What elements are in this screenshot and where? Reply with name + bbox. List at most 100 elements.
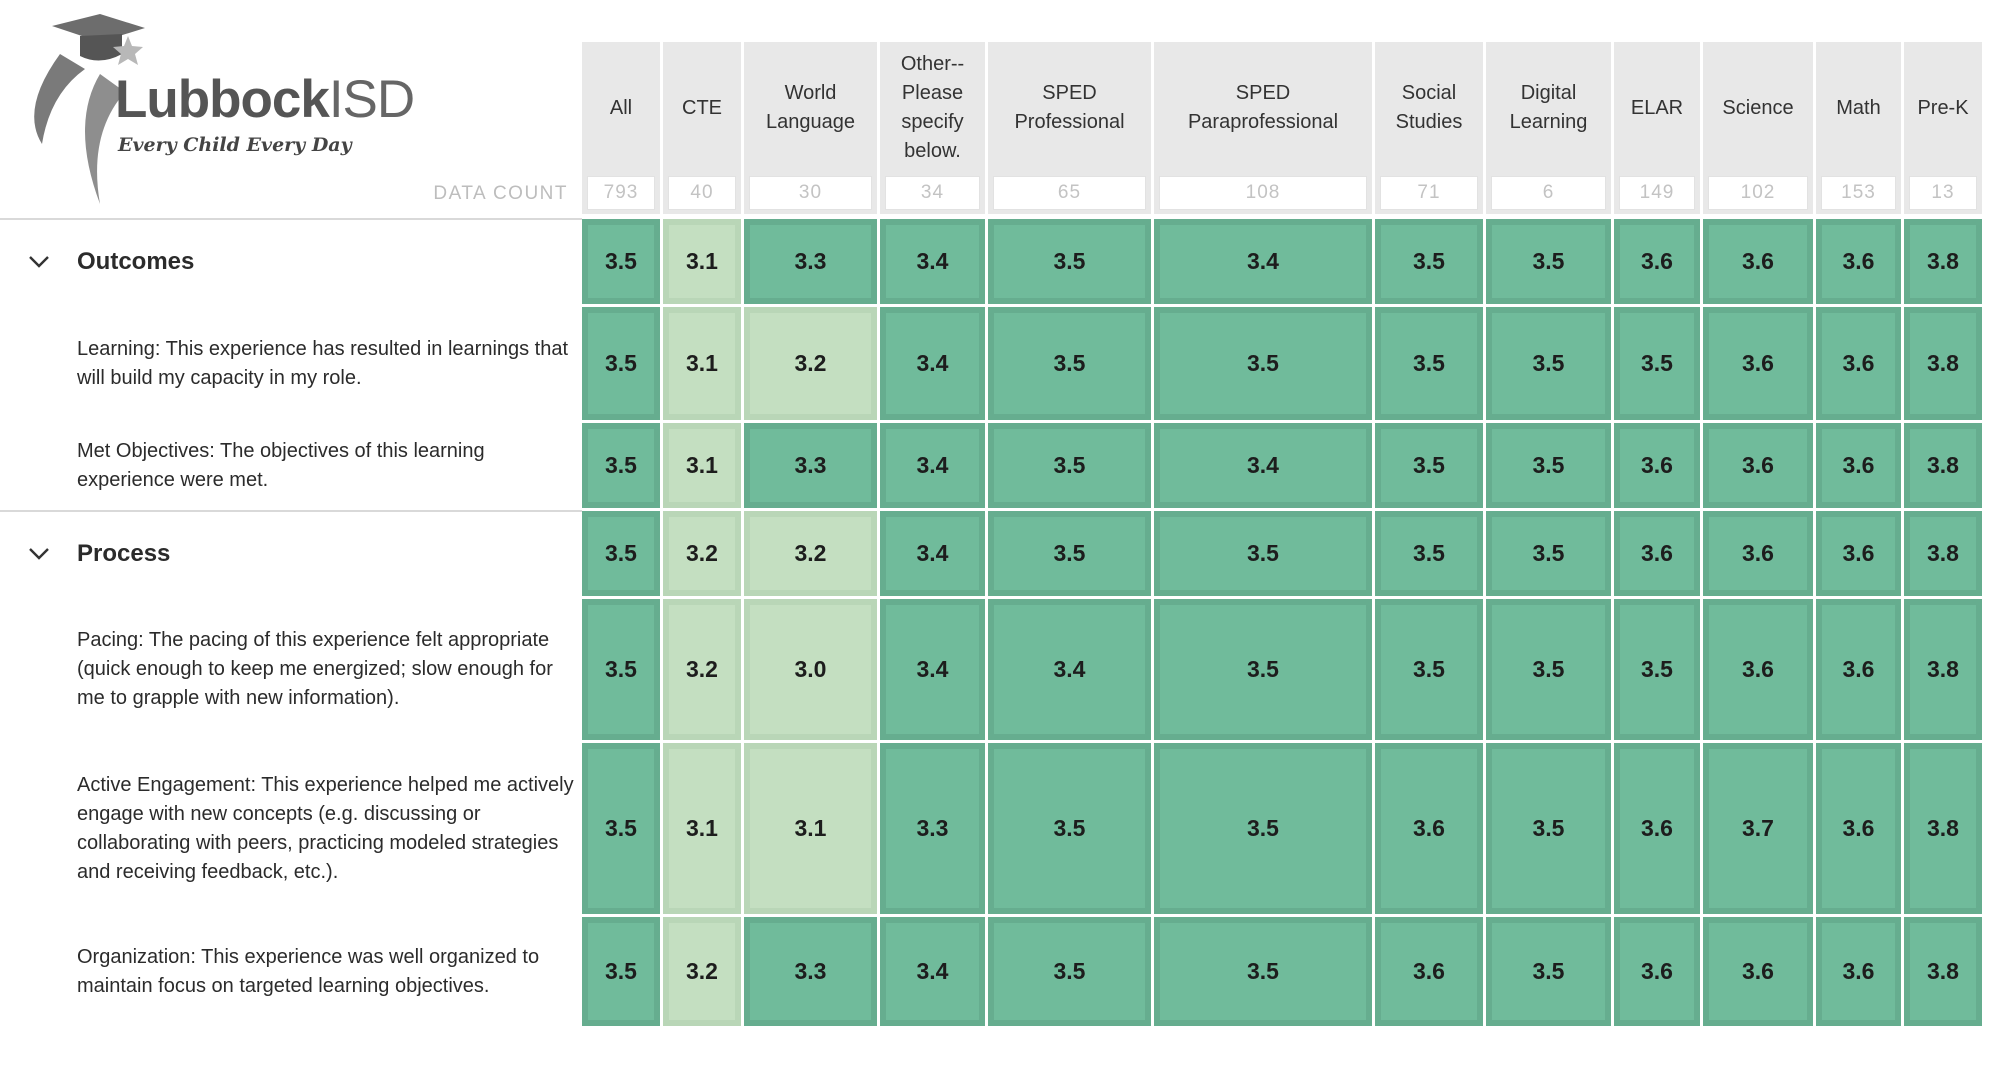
score-cell[interactable]: 3.5 bbox=[988, 423, 1151, 508]
score-cell[interactable]: 3.3 bbox=[880, 743, 985, 914]
score-cell[interactable]: 3.5 bbox=[1486, 743, 1611, 914]
score-cell[interactable]: 3.5 bbox=[1486, 307, 1611, 420]
score-cell[interactable]: 3.1 bbox=[663, 743, 741, 914]
column-header-label: Other--Please specify below. bbox=[900, 53, 965, 162]
score-cell[interactable]: 3.5 bbox=[1486, 599, 1611, 740]
score-cell[interactable]: 3.1 bbox=[663, 423, 741, 508]
column-header-11[interactable]: Math 153 bbox=[1816, 42, 1901, 214]
score-cell[interactable]: 3.4 bbox=[1154, 423, 1372, 508]
score-cell[interactable]: 3.5 bbox=[582, 743, 660, 914]
score-cell[interactable]: 3.5 bbox=[988, 743, 1151, 914]
column-header-3[interactable]: World Language 30 bbox=[744, 42, 877, 214]
score-cell[interactable]: 3.5 bbox=[1486, 511, 1611, 596]
score-cell[interactable]: 3.6 bbox=[1614, 511, 1700, 596]
score-cell[interactable]: 3.5 bbox=[1154, 599, 1372, 740]
score-cell[interactable]: 3.5 bbox=[988, 917, 1151, 1026]
column-header-9[interactable]: ELAR 149 bbox=[1614, 42, 1700, 214]
score-cell[interactable]: 3.6 bbox=[1703, 599, 1813, 740]
score-cell[interactable]: 3.6 bbox=[1816, 307, 1901, 420]
score-cell[interactable]: 3.0 bbox=[744, 599, 877, 740]
score-cell[interactable]: 3.5 bbox=[1154, 307, 1372, 420]
score-cell[interactable]: 3.2 bbox=[744, 307, 877, 420]
score-cell[interactable]: 3.6 bbox=[1375, 743, 1483, 914]
score-cell[interactable]: 3.8 bbox=[1904, 743, 1982, 914]
column-header-6[interactable]: SPED Paraprofessional 108 bbox=[1154, 42, 1372, 214]
score-cell[interactable]: 3.8 bbox=[1904, 917, 1982, 1026]
score-cell[interactable]: 3.6 bbox=[1816, 219, 1901, 304]
score-cell[interactable]: 3.8 bbox=[1904, 307, 1982, 420]
chevron-down-icon[interactable] bbox=[24, 539, 54, 569]
score-cell[interactable]: 3.5 bbox=[1375, 599, 1483, 740]
score-cell[interactable]: 3.6 bbox=[1614, 917, 1700, 1026]
score-cell[interactable]: 3.5 bbox=[582, 917, 660, 1026]
column-header-5[interactable]: SPED Professional 65 bbox=[988, 42, 1151, 214]
score-cell[interactable]: 3.4 bbox=[880, 307, 985, 420]
score-cell[interactable]: 3.4 bbox=[1154, 219, 1372, 304]
score-cell[interactable]: 3.2 bbox=[663, 917, 741, 1026]
score-cell[interactable]: 3.6 bbox=[1614, 423, 1700, 508]
score-cell[interactable]: 3.1 bbox=[663, 307, 741, 420]
chevron-down-icon[interactable] bbox=[24, 247, 54, 277]
score-cell[interactable]: 3.6 bbox=[1614, 743, 1700, 914]
score-cell[interactable]: 3.5 bbox=[582, 307, 660, 420]
score-cell[interactable]: 3.6 bbox=[1816, 423, 1901, 508]
score-cell[interactable]: 3.8 bbox=[1904, 511, 1982, 596]
score-cell[interactable]: 3.3 bbox=[744, 219, 877, 304]
column-header-12[interactable]: Pre-K 13 bbox=[1904, 42, 1982, 214]
score-cell[interactable]: 3.5 bbox=[988, 219, 1151, 304]
column-header-2[interactable]: CTE 40 bbox=[663, 42, 741, 214]
score-cell[interactable]: 3.5 bbox=[1154, 917, 1372, 1026]
score-cell[interactable]: 3.2 bbox=[744, 511, 877, 596]
score-cell[interactable]: 3.5 bbox=[1154, 743, 1372, 914]
column-header-7[interactable]: Social Studies 71 bbox=[1375, 42, 1483, 214]
score-cell[interactable]: 3.6 bbox=[1614, 219, 1700, 304]
score-cell[interactable]: 3.6 bbox=[1816, 917, 1901, 1026]
score-cell[interactable]: 3.5 bbox=[1154, 511, 1372, 596]
score-cell[interactable]: 3.6 bbox=[1703, 917, 1813, 1026]
score-cell[interactable]: 3.6 bbox=[1375, 917, 1483, 1026]
score-cell[interactable]: 3.5 bbox=[1614, 599, 1700, 740]
question-label: Met Objectives: The objectives of this l… bbox=[77, 439, 485, 491]
score-cell[interactable]: 3.2 bbox=[663, 511, 741, 596]
score-cell[interactable]: 3.8 bbox=[1904, 219, 1982, 304]
score-cell[interactable]: 3.8 bbox=[1904, 599, 1982, 740]
score-cell[interactable]: 3.5 bbox=[988, 307, 1151, 420]
score-cell[interactable]: 3.4 bbox=[880, 219, 985, 304]
score-cell[interactable]: 3.7 bbox=[1703, 743, 1813, 914]
score-cell[interactable]: 3.6 bbox=[1703, 307, 1813, 420]
score-cell[interactable]: 3.6 bbox=[1703, 219, 1813, 304]
score-cell[interactable]: 3.5 bbox=[582, 599, 660, 740]
score-cell[interactable]: 3.3 bbox=[744, 423, 877, 508]
score-cell[interactable]: 3.4 bbox=[880, 917, 985, 1026]
score-cell[interactable]: 3.5 bbox=[582, 423, 660, 508]
score-cell[interactable]: 3.5 bbox=[988, 511, 1151, 596]
column-header-4[interactable]: Other--Please specify below. 34 bbox=[880, 42, 985, 214]
score-cell[interactable]: 3.3 bbox=[744, 917, 877, 1026]
score-cell[interactable]: 3.4 bbox=[880, 599, 985, 740]
score-cell[interactable]: 3.4 bbox=[988, 599, 1151, 740]
score-cell[interactable]: 3.6 bbox=[1703, 423, 1813, 508]
score-cell[interactable]: 3.6 bbox=[1703, 511, 1813, 596]
column-header-8[interactable]: Digital Learning 6 bbox=[1486, 42, 1611, 214]
score-cell[interactable]: 3.5 bbox=[1614, 307, 1700, 420]
score-cell[interactable]: 3.5 bbox=[1375, 511, 1483, 596]
score-cell[interactable]: 3.4 bbox=[880, 511, 985, 596]
score-cell[interactable]: 3.6 bbox=[1816, 511, 1901, 596]
score-cell[interactable]: 3.8 bbox=[1904, 423, 1982, 508]
column-header-10[interactable]: Science 102 bbox=[1703, 42, 1813, 214]
score-cell[interactable]: 3.5 bbox=[1375, 307, 1483, 420]
score-cell[interactable]: 3.5 bbox=[1486, 917, 1611, 1026]
score-cell[interactable]: 3.1 bbox=[663, 219, 741, 304]
score-cell[interactable]: 3.5 bbox=[1486, 423, 1611, 508]
score-cell[interactable]: 3.6 bbox=[1816, 599, 1901, 740]
score-cell[interactable]: 3.5 bbox=[582, 511, 660, 596]
column-header-1[interactable]: All 793 bbox=[582, 42, 660, 214]
score-cell[interactable]: 3.2 bbox=[663, 599, 741, 740]
score-cell[interactable]: 3.1 bbox=[744, 743, 877, 914]
score-cell[interactable]: 3.4 bbox=[880, 423, 985, 508]
score-cell[interactable]: 3.5 bbox=[1486, 219, 1611, 304]
score-cell[interactable]: 3.5 bbox=[1375, 219, 1483, 304]
score-cell[interactable]: 3.6 bbox=[1816, 743, 1901, 914]
score-cell[interactable]: 3.5 bbox=[582, 219, 660, 304]
score-cell[interactable]: 3.5 bbox=[1375, 423, 1483, 508]
